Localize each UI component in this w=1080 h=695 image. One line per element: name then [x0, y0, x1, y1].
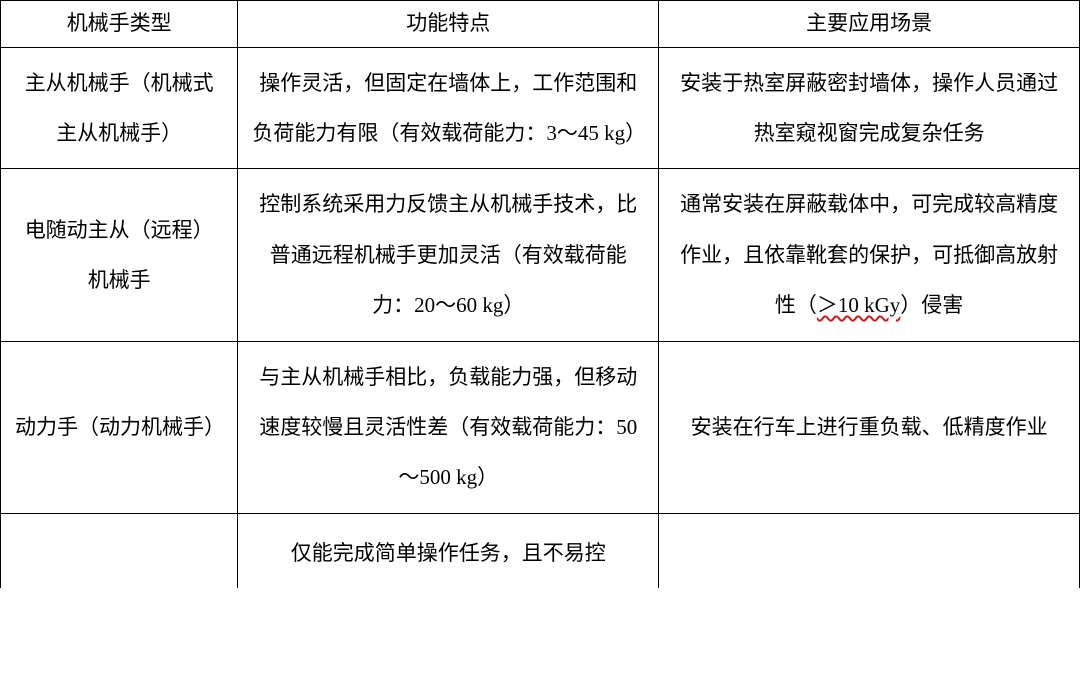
cell-type — [1, 513, 238, 588]
table-row: 主从机械手（机械式主从机械手） 操作灵活，但固定在墙体上，工作范围和负荷能力有限… — [1, 47, 1080, 169]
col-header-type: 机械手类型 — [1, 1, 238, 48]
manipulator-table: 机械手类型 功能特点 主要应用场景 主从机械手（机械式主从机械手） 操作灵活，但… — [0, 0, 1080, 588]
col-header-feature: 功能特点 — [238, 1, 659, 48]
cell-type: 电随动主从（远程）机械手 — [1, 169, 238, 341]
cell-feature: 操作灵活，但固定在墙体上，工作范围和负荷能力有限（有效载荷能力：3～45 kg） — [238, 47, 659, 169]
scenario-text-suffix: ）侵害 — [900, 293, 963, 317]
col-header-scenario: 主要应用场景 — [659, 1, 1080, 48]
cell-scenario: 安装在行车上进行重负载、低精度作业 — [659, 341, 1080, 513]
scenario-text-wavy: ＞10 kGy — [817, 293, 900, 317]
table-container: 机械手类型 功能特点 主要应用场景 主从机械手（机械式主从机械手） 操作灵活，但… — [0, 0, 1080, 588]
table-row: 电随动主从（远程）机械手 控制系统采用力反馈主从机械手技术，比普通远程机械手更加… — [1, 169, 1080, 341]
table-row: 动力手（动力机械手） 与主从机械手相比，负载能力强，但移动速度较慢且灵活性差（有… — [1, 341, 1080, 513]
cell-feature: 与主从机械手相比，负载能力强，但移动速度较慢且灵活性差（有效载荷能力：50～50… — [238, 341, 659, 513]
cell-feature: 控制系统采用力反馈主从机械手技术，比普通远程机械手更加灵活（有效载荷能力：20～… — [238, 169, 659, 341]
cell-scenario — [659, 513, 1080, 588]
cell-feature: 仅能完成简单操作任务，且不易控 — [238, 513, 659, 588]
cell-type: 主从机械手（机械式主从机械手） — [1, 47, 238, 169]
cell-type: 动力手（动力机械手） — [1, 341, 238, 513]
cell-scenario: 安装于热室屏蔽密封墙体，操作人员通过热室窥视窗完成复杂任务 — [659, 47, 1080, 169]
cell-scenario: 通常安装在屏蔽载体中，可完成较高精度作业，且依靠靴套的保护，可抵御高放射性（＞1… — [659, 169, 1080, 341]
table-row-clipped: 仅能完成简单操作任务，且不易控 — [1, 513, 1080, 588]
table-header-row: 机械手类型 功能特点 主要应用场景 — [1, 1, 1080, 48]
